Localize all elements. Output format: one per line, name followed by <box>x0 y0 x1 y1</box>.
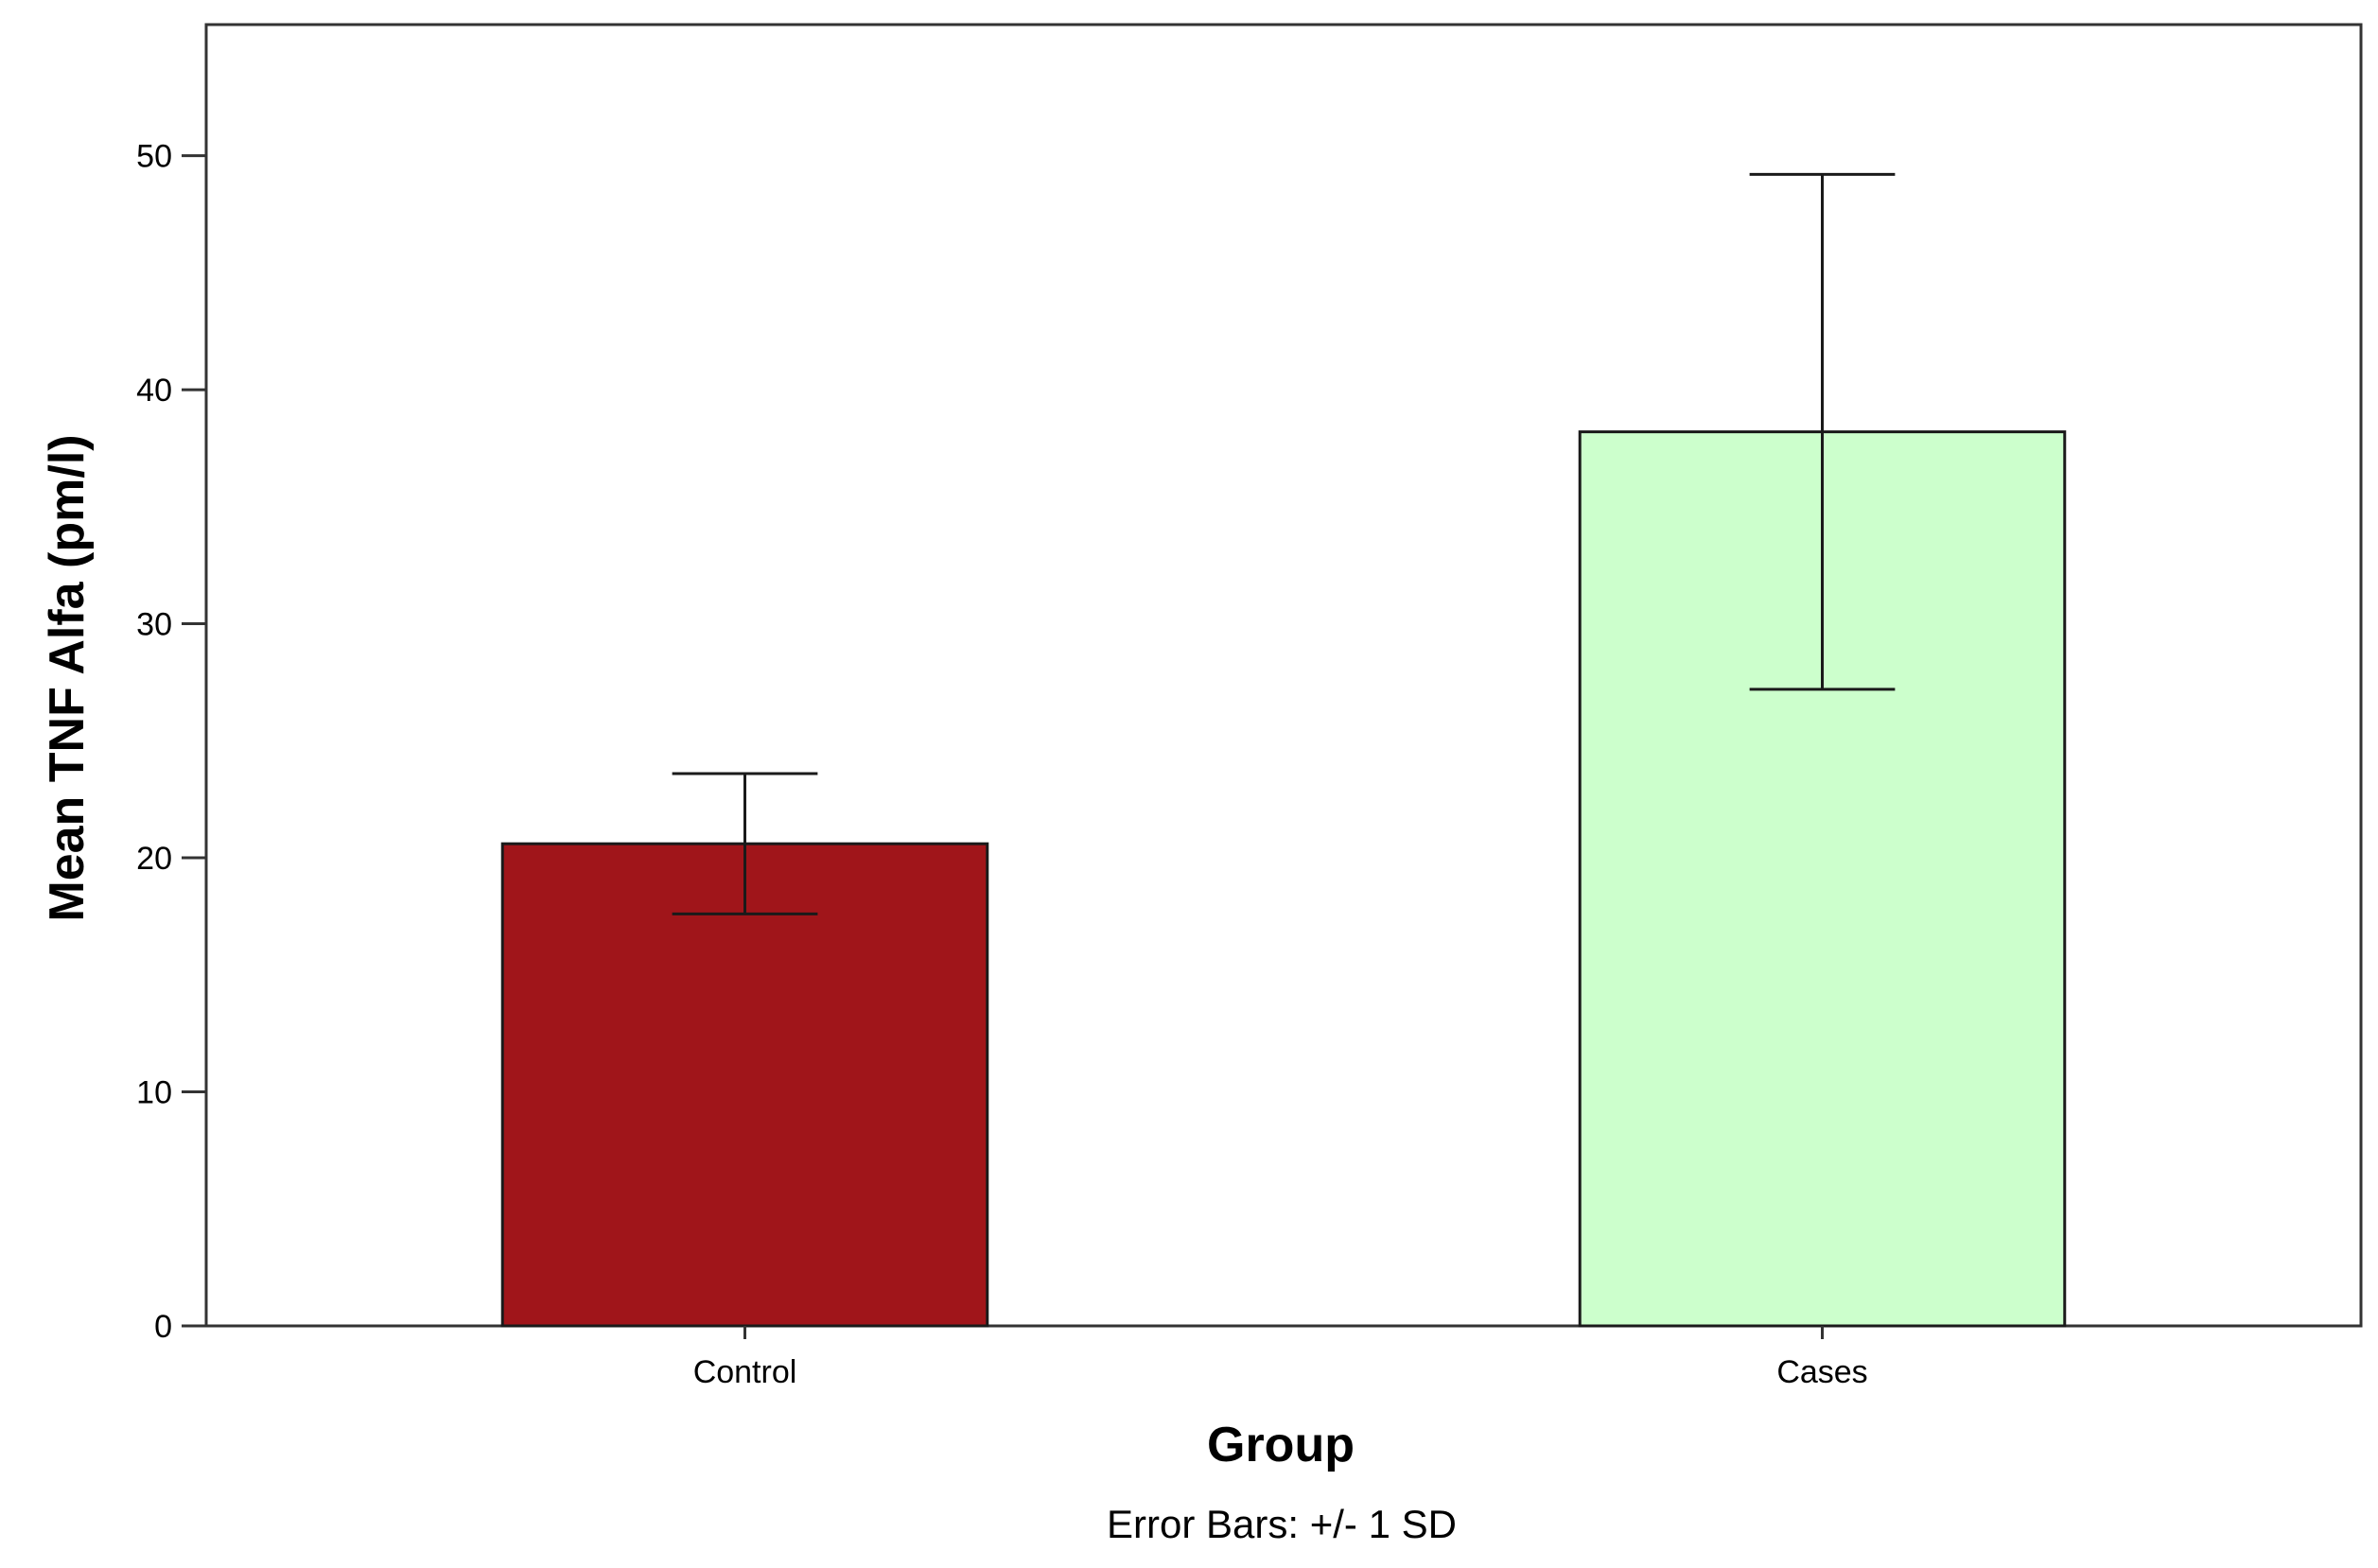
y-axis-title: Mean TNF Alfa (pm/l) <box>40 434 95 921</box>
y-tick-label: 20 <box>136 841 172 877</box>
plot-frame <box>204 23 2363 1328</box>
y-tick-label: 50 <box>136 139 172 175</box>
y-tick-label: 30 <box>136 607 172 643</box>
x-tick-label-control: Control <box>693 1354 797 1390</box>
x-axis-title: Group <box>1207 1418 1355 1472</box>
plot-layer: 0 10 20 30 40 50 Control Cases <box>136 23 2363 1390</box>
error-bars-footnote: Error Bars: +/- 1 SD <box>1107 1502 1457 1546</box>
y-tick-label: 0 <box>154 1309 172 1345</box>
y-tick-label: 10 <box>136 1075 172 1111</box>
bar-control <box>500 842 989 1328</box>
x-tick-label-cases: Cases <box>1776 1354 1867 1390</box>
y-tick-label: 40 <box>136 373 172 409</box>
